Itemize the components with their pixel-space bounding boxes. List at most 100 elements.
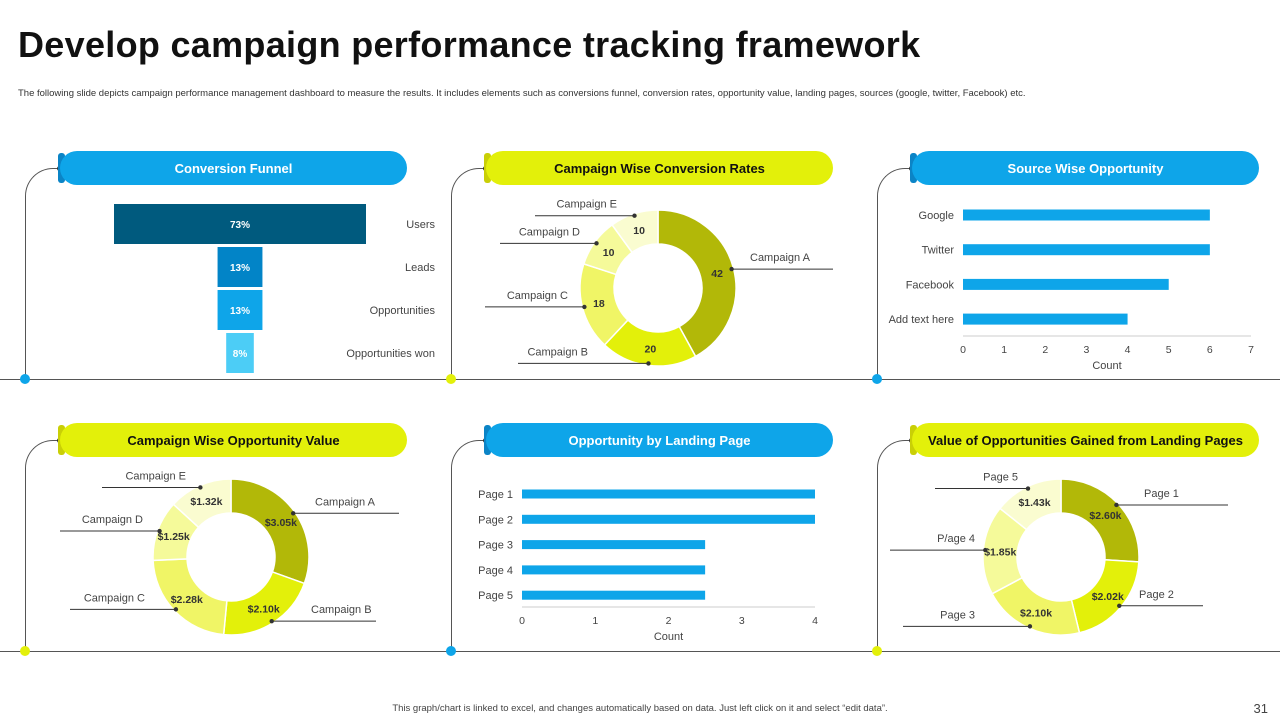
landing-page-bar-chart: Page 1 Page 2 Page 3 Page 4 Page 5 0 1 2 3 4 Count (478, 489, 818, 643)
timeline-dot (872, 374, 882, 384)
callout-dot (582, 304, 587, 310)
timeline-dot (20, 646, 30, 656)
callout-dot (632, 213, 637, 218)
donut-category-label: Campaign E (125, 470, 186, 482)
donut-value-label: $1.32k (190, 496, 222, 508)
donut-value-label: $2.10k (248, 604, 280, 616)
donut-value-label: $1.25k (158, 531, 190, 543)
bar (963, 244, 1210, 256)
donut-category-label: Campaign A (750, 252, 811, 264)
x-tick-label: 7 (1248, 344, 1254, 356)
timeline-dot (446, 646, 456, 656)
bar (522, 540, 706, 550)
donut-category-label: Campaign C (507, 290, 568, 302)
bar (522, 565, 706, 575)
callout-dot (1027, 624, 1033, 629)
donut-value-label: $1.43k (1018, 497, 1050, 509)
x-tick-label: 4 (812, 615, 818, 627)
donut-category-label: P/age 4 (937, 533, 975, 545)
opportunity-value-donut-chart: $3.05k Campaign A $2.10k Campaign B $2.28k Ca… (60, 470, 399, 636)
donut-value-label: 10 (603, 247, 615, 259)
y-tick-label: Page 3 (478, 540, 513, 552)
panel-header-landing-page: Opportunity by Landing Page (486, 423, 833, 457)
donut-category-label: Campaign D (82, 514, 143, 526)
donut-category-label: Page 1 (1144, 488, 1179, 500)
page-title: Develop campaign performance tracking fr… (18, 24, 921, 65)
panel-connector (25, 440, 62, 652)
y-tick-label: Page 4 (478, 565, 513, 577)
y-tick-label: Page 5 (478, 590, 513, 602)
x-tick-label: 5 (1166, 344, 1172, 356)
donut-category-label: Page 2 (1139, 589, 1174, 601)
callout-dot (646, 361, 651, 366)
funnel-value-label: 13% (230, 306, 250, 317)
bar (522, 514, 815, 524)
funnel-bar (217, 290, 263, 330)
panel-header-conversion-funnel: Conversion Funnel (60, 151, 407, 185)
donut-value-label: 20 (645, 344, 657, 356)
y-tick-label: Page 2 (478, 514, 513, 526)
donut-slice (998, 478, 1062, 531)
donut-value-label: $3.05k (265, 517, 297, 529)
source-opportunity-bar-chart: Google Twitter Facebook Add text here 0 1 2 3 4 5… (889, 209, 1254, 372)
callout-dot (269, 618, 274, 624)
donut-category-label: Page 5 (983, 472, 1018, 484)
funnel-bar (114, 204, 366, 244)
donut-category-label: Campaign D (519, 226, 580, 238)
donut-slice (230, 478, 310, 585)
bar (522, 590, 706, 600)
x-tick-label: 0 (519, 615, 525, 627)
x-tick-label: 1 (1001, 344, 1007, 356)
donut-value-label: $2.02k (1092, 591, 1124, 603)
donut-category-label: Campaign B (311, 604, 372, 616)
conversion-rates-donut-chart: 42 Campaign A 20 Campaign B 18 Campaign C 10 Ca… (485, 199, 833, 367)
x-tick-label: 6 (1207, 344, 1213, 356)
callout-dot (198, 485, 203, 490)
donut-value-label: $2.28k (171, 594, 203, 606)
panel-header-source-opportunity: Source Wise Opportunity (912, 151, 1259, 185)
donut-category-label: Campaign B (527, 346, 588, 358)
footer-note: This graph/chart is linked to excel, and… (392, 703, 888, 714)
page-subtitle: The following slide depicts campaign per… (18, 88, 1026, 99)
funnel-category-label: Users (406, 219, 435, 231)
donut-value-label: 42 (711, 268, 723, 280)
donut-category-label: Campaign C (84, 592, 145, 604)
donut-value-label: 10 (633, 225, 645, 237)
donut-value-label: 18 (593, 298, 605, 310)
callout-dot (983, 547, 988, 553)
callout-dot (157, 528, 162, 534)
callout-dot (1114, 502, 1119, 508)
x-axis-label: Count (654, 631, 683, 643)
x-tick-label: 3 (1084, 344, 1090, 356)
y-tick-label: Page 1 (478, 489, 513, 501)
panel-connector (451, 168, 488, 380)
donut-category-label: Campaign E (556, 199, 617, 211)
x-tick-label: 2 (666, 615, 672, 627)
y-tick-label: Google (919, 210, 954, 222)
callout-dot (1117, 603, 1122, 609)
panel-header-conversion-rates: Campaign Wise Conversion Rates (486, 151, 833, 185)
row-divider-bottom (0, 651, 1280, 652)
panel-connector (25, 168, 62, 380)
panel-header-opportunity-value: Campaign Wise Opportunity Value (60, 423, 407, 457)
x-tick-label: 1 (592, 615, 598, 627)
callout-dot (1025, 486, 1031, 491)
x-axis-label: Count (1092, 360, 1121, 372)
panel-header-landing-value: Value of Opportunities Gained from Landi… (912, 423, 1259, 457)
funnel-value-label: 73% (230, 220, 250, 231)
funnel-chart: 73% Users 13% Leads 13% Opportunities 8% Opport… (114, 204, 435, 373)
y-tick-label: Add text here (889, 314, 954, 326)
y-tick-label: Twitter (922, 245, 955, 257)
panel-connector (877, 440, 914, 652)
callout-dot (729, 266, 734, 272)
donut-slice (657, 209, 737, 358)
bar (963, 278, 1169, 290)
donut-value-label: $2.60k (1089, 510, 1121, 522)
timeline-dot (446, 374, 456, 384)
donut-slice (172, 478, 232, 529)
callout-dot (290, 511, 296, 516)
bar (963, 209, 1210, 221)
donut-category-label: Campaign A (315, 496, 376, 508)
timeline-dot (872, 646, 882, 656)
donut-category-label: Page 3 (940, 609, 975, 621)
